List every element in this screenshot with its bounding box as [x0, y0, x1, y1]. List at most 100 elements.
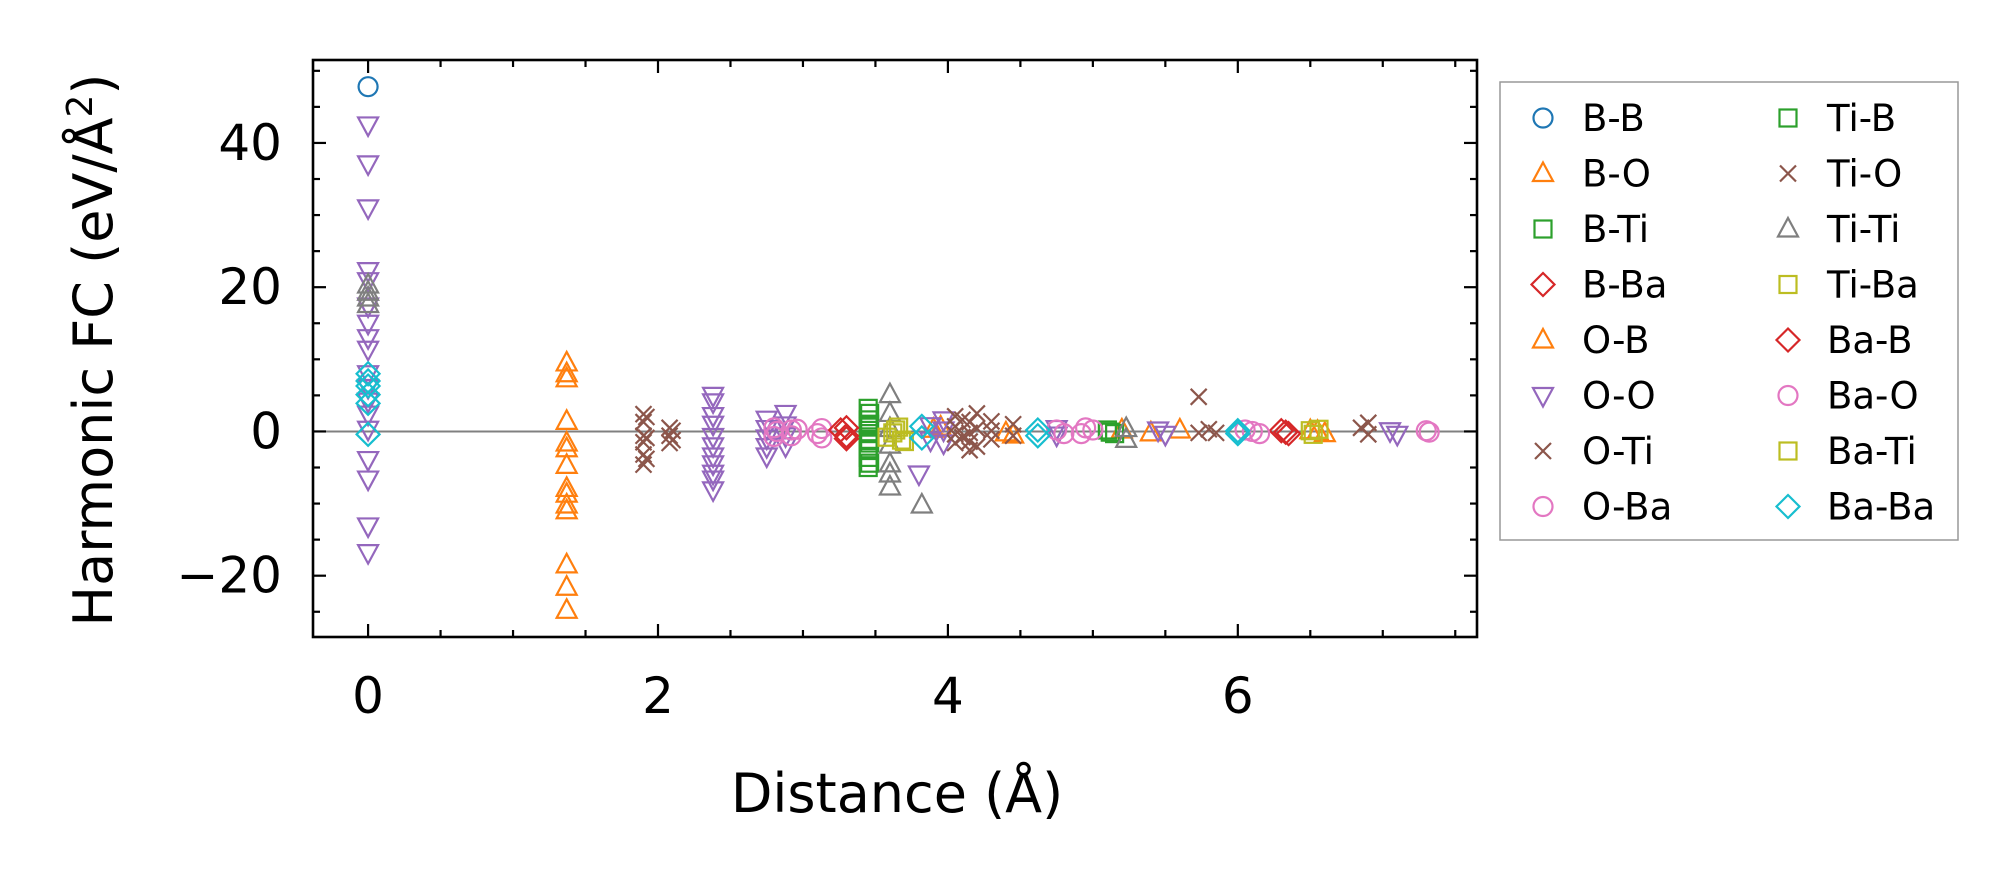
- legend-label: B-Ba: [1582, 264, 1667, 307]
- data-point: [554, 365, 579, 388]
- x-tick-label: 6: [1222, 667, 1254, 725]
- data-point: [982, 421, 1001, 440]
- series-ti-ba: [877, 417, 1329, 452]
- y-tick-label: 40: [218, 114, 282, 172]
- data-point: [356, 155, 380, 178]
- data-point: [356, 517, 380, 540]
- data-point: [907, 465, 931, 488]
- data-point: [833, 425, 860, 452]
- series-ti-o: [637, 404, 1370, 468]
- legend-entry-o-ti: O-Ti: [1534, 430, 1654, 473]
- data-point: [356, 291, 380, 314]
- legend-marker: [1534, 442, 1552, 460]
- data-point: [858, 398, 878, 418]
- legend-marker: [1778, 441, 1798, 461]
- legend-entry-o-ba: O-Ba: [1532, 486, 1672, 529]
- data-point: [701, 470, 725, 493]
- legend-entry-ba-o: Ba-O: [1777, 375, 1919, 418]
- legend-entry-ba-ba: Ba-Ba: [1774, 486, 1935, 529]
- y-axis-label-end: ): [62, 74, 125, 95]
- legend-marker: [1531, 326, 1555, 349]
- data-point: [886, 420, 906, 440]
- series-ba-o: [766, 418, 1437, 445]
- data-point: [637, 450, 656, 468]
- data-point: [827, 416, 854, 444]
- data-point: [968, 437, 986, 456]
- data-point: [1415, 420, 1437, 442]
- legend: B-B B-O B-Ti B-Ba O-B O-O O-Ti O-Ba Ti-B Ti-O Ti-T…: [1499, 81, 1959, 541]
- data-point: [891, 430, 912, 450]
- y-axis-label-superscript: 2: [60, 95, 101, 118]
- legend-label: Ti-Ba: [1826, 264, 1919, 307]
- legend-marker: [1779, 164, 1797, 183]
- legend-frame: [1499, 81, 1959, 541]
- legend-entry-o-b: O-B: [1531, 319, 1650, 362]
- data-point: [1053, 423, 1075, 445]
- legend-label: O-Ba: [1582, 486, 1672, 529]
- legend-marker: [1532, 107, 1554, 129]
- data-point: [918, 431, 943, 454]
- legend-entries: B-B B-O B-Ti B-Ba O-B O-O O-Ti O-Ba Ti-B Ti-O Ti-T…: [1529, 97, 1935, 529]
- data-point: [356, 544, 380, 566]
- legend-marker: [1774, 326, 1802, 354]
- legend-label: Ba-Ba: [1827, 486, 1935, 529]
- data-point: [356, 278, 380, 301]
- y-tick-label: 20: [218, 258, 282, 316]
- data-point: [356, 297, 380, 320]
- legend-label: O-B: [1582, 319, 1650, 362]
- legend-label: Ba-B: [1827, 319, 1912, 362]
- data-point: [1207, 424, 1225, 442]
- data-point: [763, 417, 785, 439]
- data-point: [356, 284, 380, 307]
- y-axis-label-main: Harmonic FC (eV/Å: [61, 117, 125, 626]
- data-point: [780, 425, 802, 447]
- legend-marker: [1774, 493, 1802, 520]
- data-point: [637, 408, 656, 426]
- data-point: [786, 418, 808, 440]
- data-point: [1097, 420, 1117, 440]
- tick-labels: 0 2 4 6 −20 0 20 40: [176, 114, 1253, 725]
- data-point: [860, 414, 880, 434]
- data-point: [1139, 419, 1163, 442]
- legend-label: Ba-Ti: [1827, 430, 1917, 473]
- data-point: [634, 413, 653, 431]
- data-point: [355, 381, 382, 408]
- legend-marker: [1778, 274, 1798, 295]
- legend-entry-ti-o: Ti-O: [1779, 153, 1902, 196]
- data-point: [1189, 424, 1208, 442]
- legend-entry-ba-ti: Ba-Ti: [1778, 430, 1917, 473]
- data-point: [833, 422, 860, 449]
- data-point: [1385, 425, 1410, 448]
- data-point: [860, 403, 880, 424]
- data-point: [637, 429, 656, 447]
- data-point: [1004, 426, 1022, 445]
- data-point: [858, 457, 878, 478]
- data-point: [554, 491, 579, 514]
- data-point: [356, 450, 380, 473]
- legend-marker: [1778, 108, 1798, 128]
- data-point: [355, 390, 382, 417]
- data-point: [554, 349, 579, 372]
- legend-entry-ba-b: Ba-B: [1774, 319, 1912, 362]
- data-point: [1272, 419, 1299, 446]
- data-point: [355, 360, 382, 387]
- data-point: [858, 447, 878, 468]
- data-point: [554, 452, 579, 474]
- data-point: [773, 404, 798, 427]
- data-point: [1378, 422, 1402, 445]
- legend-entry-b-ba: B-Ba: [1529, 264, 1667, 307]
- data-point: [356, 199, 380, 222]
- data-point: [1070, 423, 1092, 445]
- data-point: [634, 455, 653, 474]
- legend-entry-ti-b: Ti-B: [1778, 97, 1896, 140]
- data-point: [1300, 421, 1320, 441]
- data-point: [701, 481, 725, 504]
- data-point: [554, 429, 579, 452]
- data-point: [833, 414, 860, 441]
- legend-marker: [1532, 495, 1554, 518]
- data-point: [766, 420, 788, 443]
- data-point: [356, 314, 380, 337]
- legend-entry-b-ti: B-Ti: [1533, 208, 1649, 251]
- data-point: [701, 386, 725, 409]
- data-point: [1241, 420, 1263, 443]
